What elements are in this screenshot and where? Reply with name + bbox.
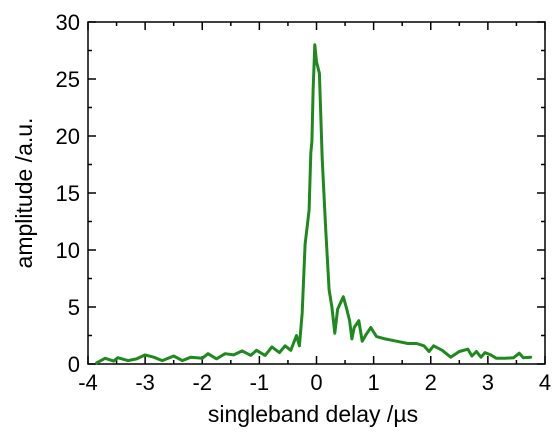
y-axis-label: amplitude /a.u. (11, 118, 37, 269)
x-axis-label: singleband delay /µs (208, 401, 418, 427)
series-line (95, 43, 533, 365)
x-tick-label: -2 (192, 370, 212, 395)
x-tick-label: -3 (135, 370, 155, 395)
y-tick-label: 20 (56, 124, 80, 149)
x-tick-label: -4 (78, 370, 98, 395)
y-tick-label: 15 (56, 181, 80, 206)
x-tick-label: 1 (368, 370, 380, 395)
y-tick-label: 5 (68, 295, 80, 320)
x-tick-label: -1 (250, 370, 270, 395)
x-tick-label: 2 (425, 370, 437, 395)
x-tick-label: 0 (310, 370, 322, 395)
y-tick-label: 25 (56, 67, 80, 92)
axis-ticks (87, 21, 546, 365)
y-tick-label: 30 (56, 10, 80, 35)
y-tick-label: 0 (68, 352, 80, 377)
plot-frame (87, 21, 546, 365)
x-tick-label: 4 (539, 370, 551, 395)
x-tick-label: 3 (482, 370, 494, 395)
y-tick-label: 10 (56, 238, 80, 263)
tick-labels: -4 -3 -2 -1 0 1 2 3 4 0 5 10 15 20 25 30 (56, 10, 552, 395)
